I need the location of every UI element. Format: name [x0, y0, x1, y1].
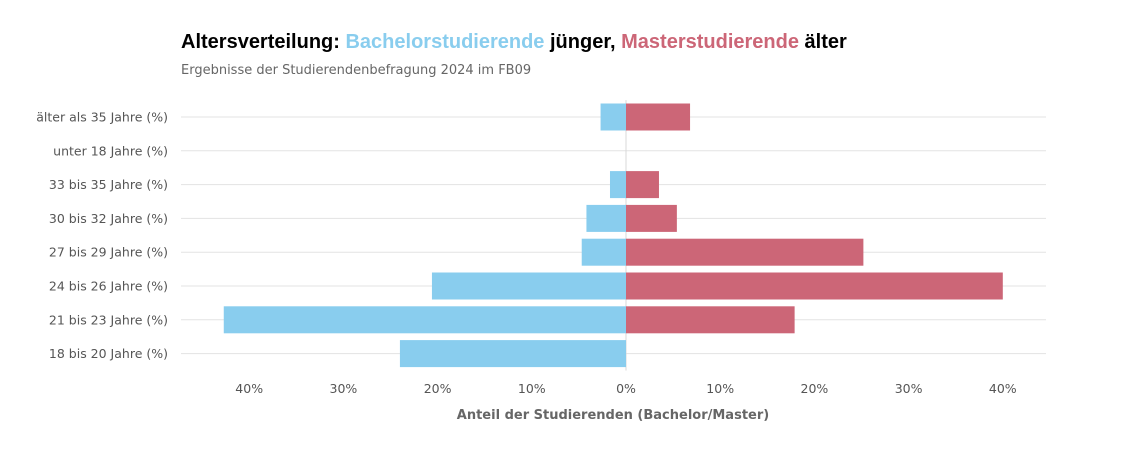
- title-bachelor: Bachelorstudierende: [345, 31, 545, 53]
- category-label: 18 bis 20 Jahre (%): [49, 346, 168, 361]
- master-bar: [626, 238, 864, 266]
- bachelor-bar: [223, 306, 627, 334]
- master-bar: [626, 103, 691, 131]
- title-part-3: älter: [798, 31, 847, 53]
- category-label: 27 bis 29 Jahre (%): [49, 245, 168, 260]
- master-bar: [626, 204, 677, 232]
- category-label: 30 bis 32 Jahre (%): [49, 211, 168, 226]
- x-axis-title: Anteil der Studierenden (Bachelor/Master…: [457, 408, 769, 423]
- master-bar: [626, 171, 659, 199]
- x-tick-label: 40%: [989, 381, 1017, 396]
- bachelor-bar: [586, 204, 626, 232]
- x-tick-label: 20%: [424, 381, 452, 396]
- title-part-1: Altersverteilung:: [181, 31, 346, 53]
- x-tick-label: 20%: [801, 381, 829, 396]
- chart-subtitle: Ergebnisse der Studierendenbefragung 202…: [181, 63, 532, 78]
- bachelor-bar: [609, 171, 626, 199]
- x-tick-label: 40%: [235, 381, 263, 396]
- x-tick-label: 10%: [518, 381, 546, 396]
- category-label: 33 bis 35 Jahre (%): [49, 177, 168, 192]
- master-bar: [626, 306, 795, 334]
- title-master: Masterstudierende: [621, 31, 799, 53]
- category-label: 24 bis 26 Jahre (%): [49, 279, 168, 294]
- bachelor-bar: [581, 238, 626, 266]
- category-label: unter 18 Jahre (%): [53, 143, 168, 158]
- label-layer: älter als 35 Jahre (%) unter 18 Jahre (%)…: [36, 110, 1017, 397]
- category-label: älter als 35 Jahre (%): [36, 110, 168, 125]
- x-tick-label: 10%: [706, 381, 734, 396]
- category-label: 21 bis 23 Jahre (%): [49, 312, 168, 327]
- bachelor-bar: [600, 103, 626, 131]
- x-tick-label: 30%: [330, 381, 358, 396]
- x-tick-label: 0%: [616, 381, 636, 396]
- title-part-2: jünger,: [544, 31, 622, 53]
- bachelor-bar: [431, 272, 626, 300]
- bachelor-bar: [399, 340, 626, 368]
- bar-layer: [223, 103, 1003, 368]
- x-tick-label: 30%: [895, 381, 923, 396]
- chart-title: Altersverteilung: Bachelorstudierende jü…: [181, 31, 847, 54]
- master-bar: [626, 272, 1003, 300]
